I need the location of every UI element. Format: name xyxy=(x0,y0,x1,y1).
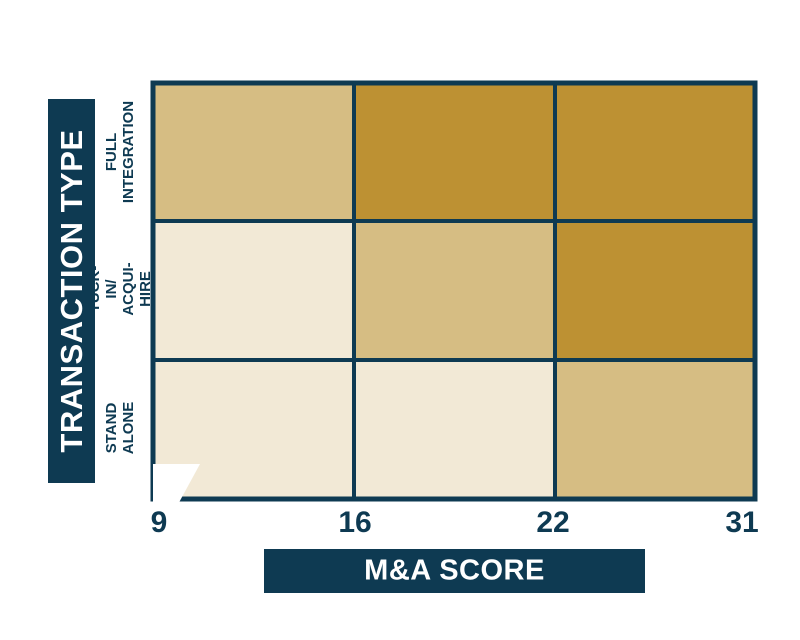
x-tick-22: 22 xyxy=(536,506,570,539)
y-axis-title-box: TRANSACTION TYPE xyxy=(48,99,95,483)
heatmap-cell xyxy=(553,358,757,501)
x-axis-title-box: M&A SCORE xyxy=(264,549,645,593)
heatmap-cell xyxy=(553,219,757,362)
x-tick-9: 9 xyxy=(150,506,168,539)
matrix-border xyxy=(150,80,758,502)
x-tick-16: 16 xyxy=(338,506,372,539)
heatmap-cell xyxy=(553,81,757,223)
origin-marker-icon xyxy=(153,464,200,508)
heatmap-cell xyxy=(352,81,557,223)
x-tick-31: 31 xyxy=(725,506,759,539)
heatmap-cell xyxy=(151,219,356,362)
heatmap-cell xyxy=(352,219,557,362)
x-axis-title: M&A SCORE xyxy=(364,554,545,587)
heatmap-cell xyxy=(352,358,557,501)
heatmap-cell xyxy=(151,81,356,223)
